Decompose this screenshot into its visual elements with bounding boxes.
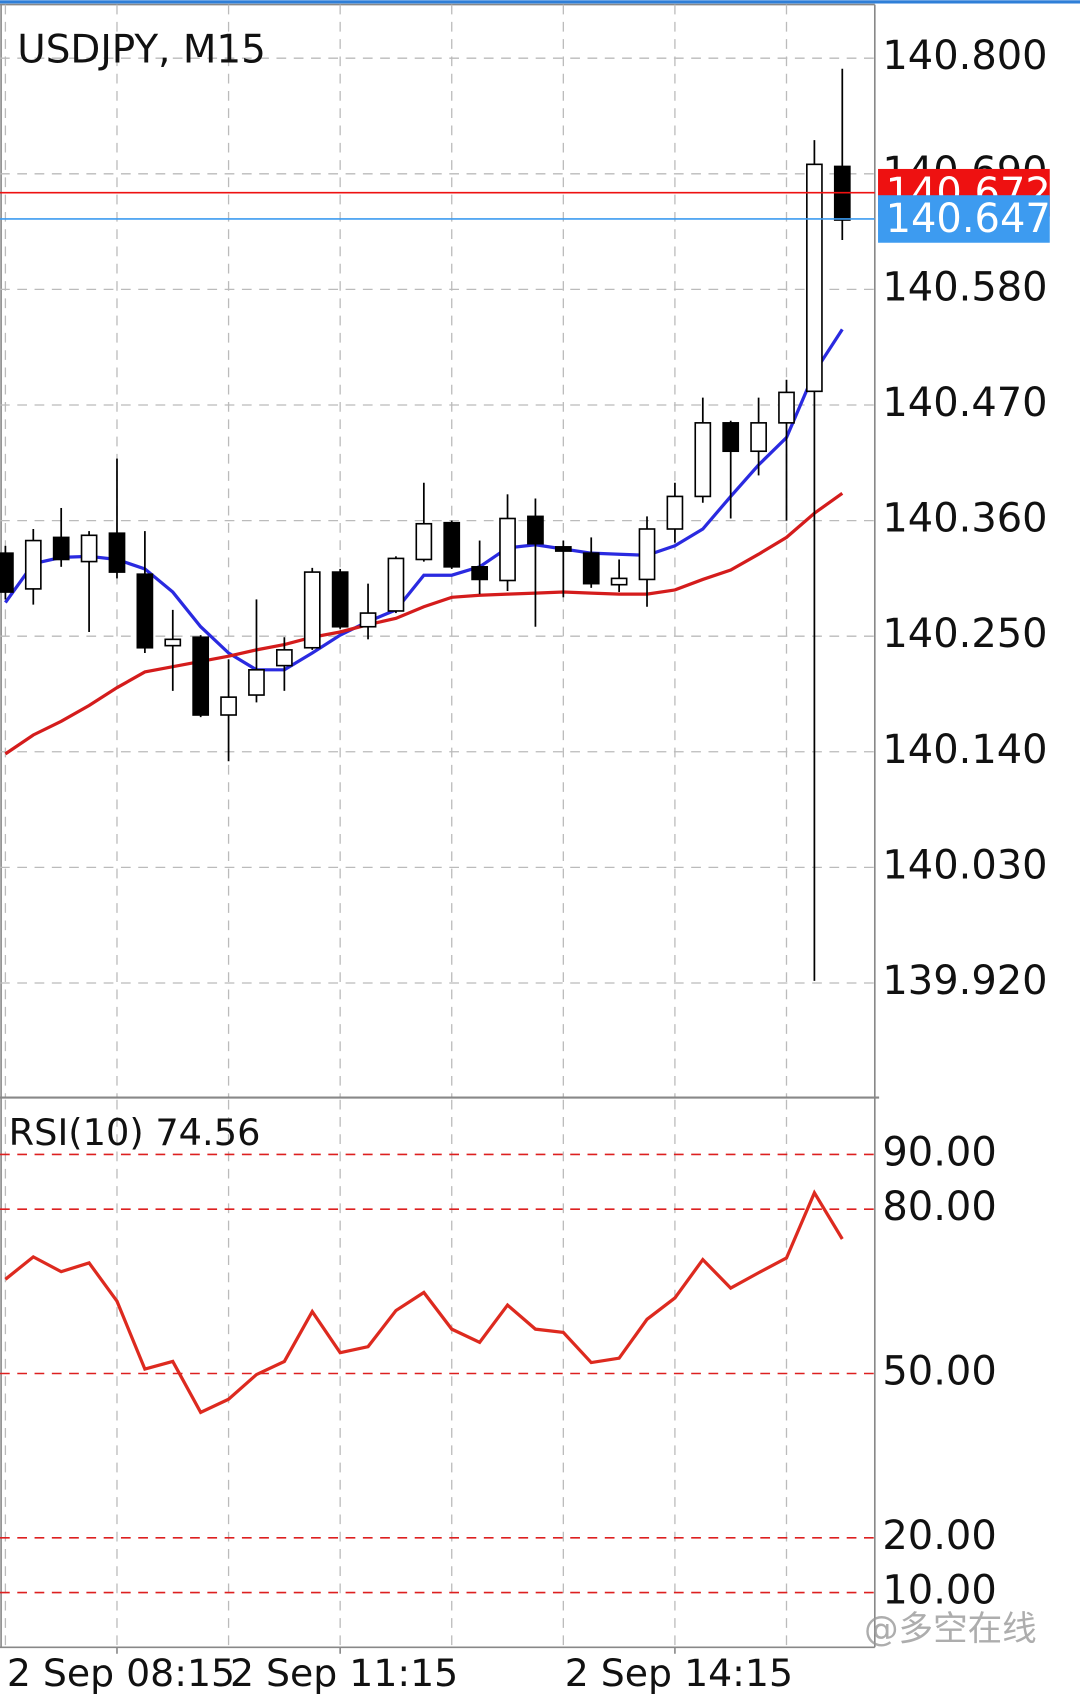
candle-body [722, 422, 740, 453]
candle-body [387, 557, 405, 612]
y-tick-label: 10.00 [882, 1568, 996, 1614]
x-tick-label: 2 Sep 14:15 [565, 1651, 793, 1694]
candle-body [220, 696, 237, 716]
y-tick-label: 20.00 [882, 1513, 996, 1559]
candle-body [0, 552, 14, 593]
y-tick-label: 140.030 [882, 842, 1047, 888]
rsi-line [4, 1189, 844, 1415]
plot-area [0, 68, 851, 981]
candle-body [778, 391, 795, 424]
candle-body [527, 515, 544, 545]
chart-title: RSI(10) 74.56 [9, 1111, 261, 1154]
candle-body [694, 422, 712, 498]
top-bar [0, 0, 1080, 4]
candle-body [554, 546, 572, 552]
x-tick-label: 2 Sep 08:15 [7, 1651, 235, 1694]
candle-body [415, 522, 433, 561]
candle-body [164, 638, 182, 647]
candle-body [192, 636, 210, 716]
price-tag [878, 195, 1050, 243]
candle-body [359, 612, 377, 628]
candle-body [108, 532, 126, 573]
candle-body [24, 539, 42, 590]
y-tick-label: 90.00 [882, 1129, 996, 1175]
candle-body [806, 163, 823, 393]
chart-title: USDJPY, M15 [17, 28, 266, 73]
candle-body [80, 534, 98, 563]
y-tick-label: 140.470 [882, 380, 1047, 426]
y-tick-label: 80.00 [882, 1184, 996, 1230]
candle-body [303, 571, 321, 649]
candle-body [331, 571, 349, 628]
candle-body [52, 536, 70, 561]
moving-average [4, 491, 844, 756]
y-tick-label: 140.250 [882, 611, 1047, 657]
candle-body [499, 517, 516, 582]
y-tick-label: 140.140 [882, 727, 1047, 773]
candle-body [582, 552, 600, 585]
y-tick-label: 140.800 [882, 33, 1047, 79]
candle-body [136, 573, 154, 649]
candle-body [443, 521, 461, 568]
candle-body [750, 422, 767, 453]
candle-body [471, 566, 489, 581]
plot-area [4, 1189, 844, 1415]
price-tag-label: 140.647 [886, 196, 1051, 242]
candle-body [666, 495, 684, 530]
candle-body [610, 577, 628, 586]
candle-body [275, 649, 293, 667]
y-tick-label: 140.360 [882, 496, 1047, 542]
y-tick-label: 140.580 [882, 264, 1047, 310]
candle-body [638, 528, 656, 581]
y-tick-label: 139.920 [882, 958, 1047, 1004]
watermark: @多空在线 [864, 1610, 1037, 1650]
y-tick-label: 50.00 [882, 1349, 996, 1395]
candle-body [248, 669, 265, 696]
x-tick-label: 2 Sep 11:15 [230, 1651, 458, 1694]
